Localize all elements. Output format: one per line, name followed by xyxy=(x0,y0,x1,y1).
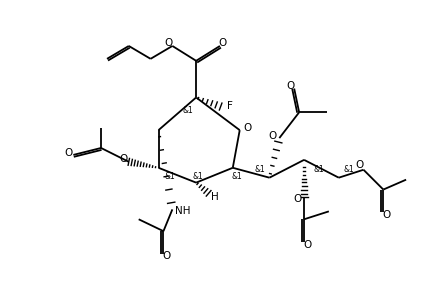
Text: &1: &1 xyxy=(254,165,265,174)
Text: O: O xyxy=(268,131,277,141)
Text: O: O xyxy=(164,38,173,48)
Text: &1: &1 xyxy=(183,106,194,115)
Text: H: H xyxy=(211,191,219,202)
Text: &1: &1 xyxy=(232,172,242,181)
Text: O: O xyxy=(219,38,227,48)
Text: O: O xyxy=(243,123,252,133)
Text: O: O xyxy=(355,160,364,170)
Text: O: O xyxy=(120,154,128,164)
Text: O: O xyxy=(293,195,301,204)
Text: &1: &1 xyxy=(193,172,203,181)
Text: &1: &1 xyxy=(343,165,354,174)
Text: O: O xyxy=(382,210,390,220)
Text: &1: &1 xyxy=(164,172,175,181)
Text: &1: &1 xyxy=(314,165,324,174)
Text: O: O xyxy=(163,251,171,261)
Text: F: F xyxy=(227,102,233,111)
Text: O: O xyxy=(286,81,294,90)
Text: O: O xyxy=(64,148,72,158)
Text: NH: NH xyxy=(175,206,190,216)
Text: O: O xyxy=(303,240,311,250)
